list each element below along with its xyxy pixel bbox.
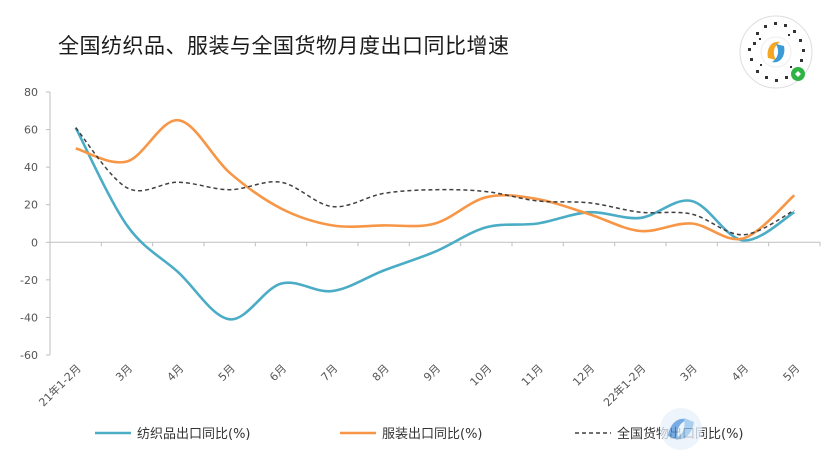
series-lines bbox=[74, 118, 796, 321]
y-tick-label: 20 bbox=[24, 199, 38, 212]
x-tick-label: 3月 bbox=[113, 362, 135, 384]
y-tick-label: 0 bbox=[31, 236, 38, 249]
legend: 纺织品出口同比(%)服装出口同比(%)全国货物出口同比(%) bbox=[95, 426, 744, 442]
x-tick-label: 4月 bbox=[165, 362, 187, 384]
legend-label-0: 纺织品出口同比(%) bbox=[137, 427, 251, 442]
y-tick-label: -40 bbox=[20, 311, 38, 324]
series-line-2 bbox=[75, 127, 795, 236]
x-tick-label: 5月 bbox=[216, 362, 238, 384]
x-tick-label: 12月 bbox=[570, 362, 597, 389]
y-tick-labels: 80 60 40 20 0 -20 -40 -60 bbox=[20, 86, 38, 362]
x-tick-label: 21年1-2月 bbox=[36, 361, 84, 409]
series-line-0 bbox=[74, 127, 795, 321]
x-tick-label: 10月 bbox=[468, 362, 495, 389]
axes bbox=[46, 91, 821, 356]
chart-title: 全国纺织品、服装与全国货物月度出口同比增速 bbox=[58, 34, 510, 58]
legend-label-1: 服装出口同比(%) bbox=[382, 427, 483, 442]
x-tick-labels: 21年1-2月 3月 4月 5月 6月 7月 8月 9月 10月 11月 12月 22年1-2月 3月 4… bbox=[36, 361, 803, 409]
x-tick-label: 5月 bbox=[781, 362, 803, 384]
y-tick-label: -20 bbox=[20, 274, 38, 287]
x-tick-label: 4月 bbox=[729, 362, 751, 384]
y-tick-label: 60 bbox=[24, 124, 38, 137]
series-line-1 bbox=[75, 118, 796, 241]
x-tick-label: 22年1-2月 bbox=[600, 361, 648, 409]
y-tick-label: -60 bbox=[20, 349, 38, 362]
x-tick-label: 8月 bbox=[370, 362, 392, 384]
x-tick-label: 7月 bbox=[319, 362, 341, 384]
qr-code-icon bbox=[739, 15, 813, 89]
x-tick-label: 3月 bbox=[678, 362, 700, 384]
x-tick-label: 6月 bbox=[267, 362, 289, 384]
y-tick-label: 80 bbox=[24, 86, 38, 99]
watermark-logo-icon bbox=[660, 408, 702, 450]
y-tick-label: 40 bbox=[24, 161, 38, 174]
x-tick-label: 9月 bbox=[421, 362, 443, 384]
x-tick-label: 11月 bbox=[519, 362, 546, 389]
